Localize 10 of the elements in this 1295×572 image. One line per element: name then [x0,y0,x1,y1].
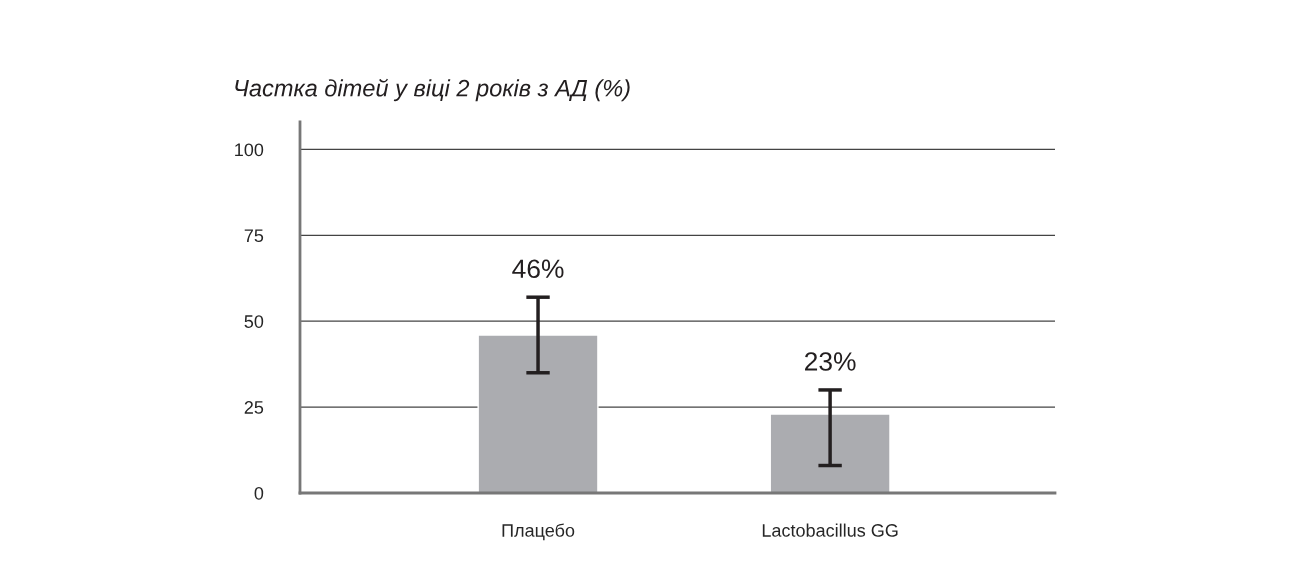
data-label: 46% [512,259,564,279]
chart-title: Частка дітей у віці 2 років з АД (%) [235,78,630,102]
y-tick-label: 50 [244,315,264,328]
x-tick-label: Lactobacillus GG [762,523,898,537]
y-tick-label: 0 [254,486,264,500]
y-tick-label: 100 [235,143,264,157]
x-tick-label: Плацебо [502,523,575,541]
data-label: 23% [805,352,856,371]
y-tick-label: 25 [244,401,264,414]
y-tick-label: 75 [244,229,264,243]
